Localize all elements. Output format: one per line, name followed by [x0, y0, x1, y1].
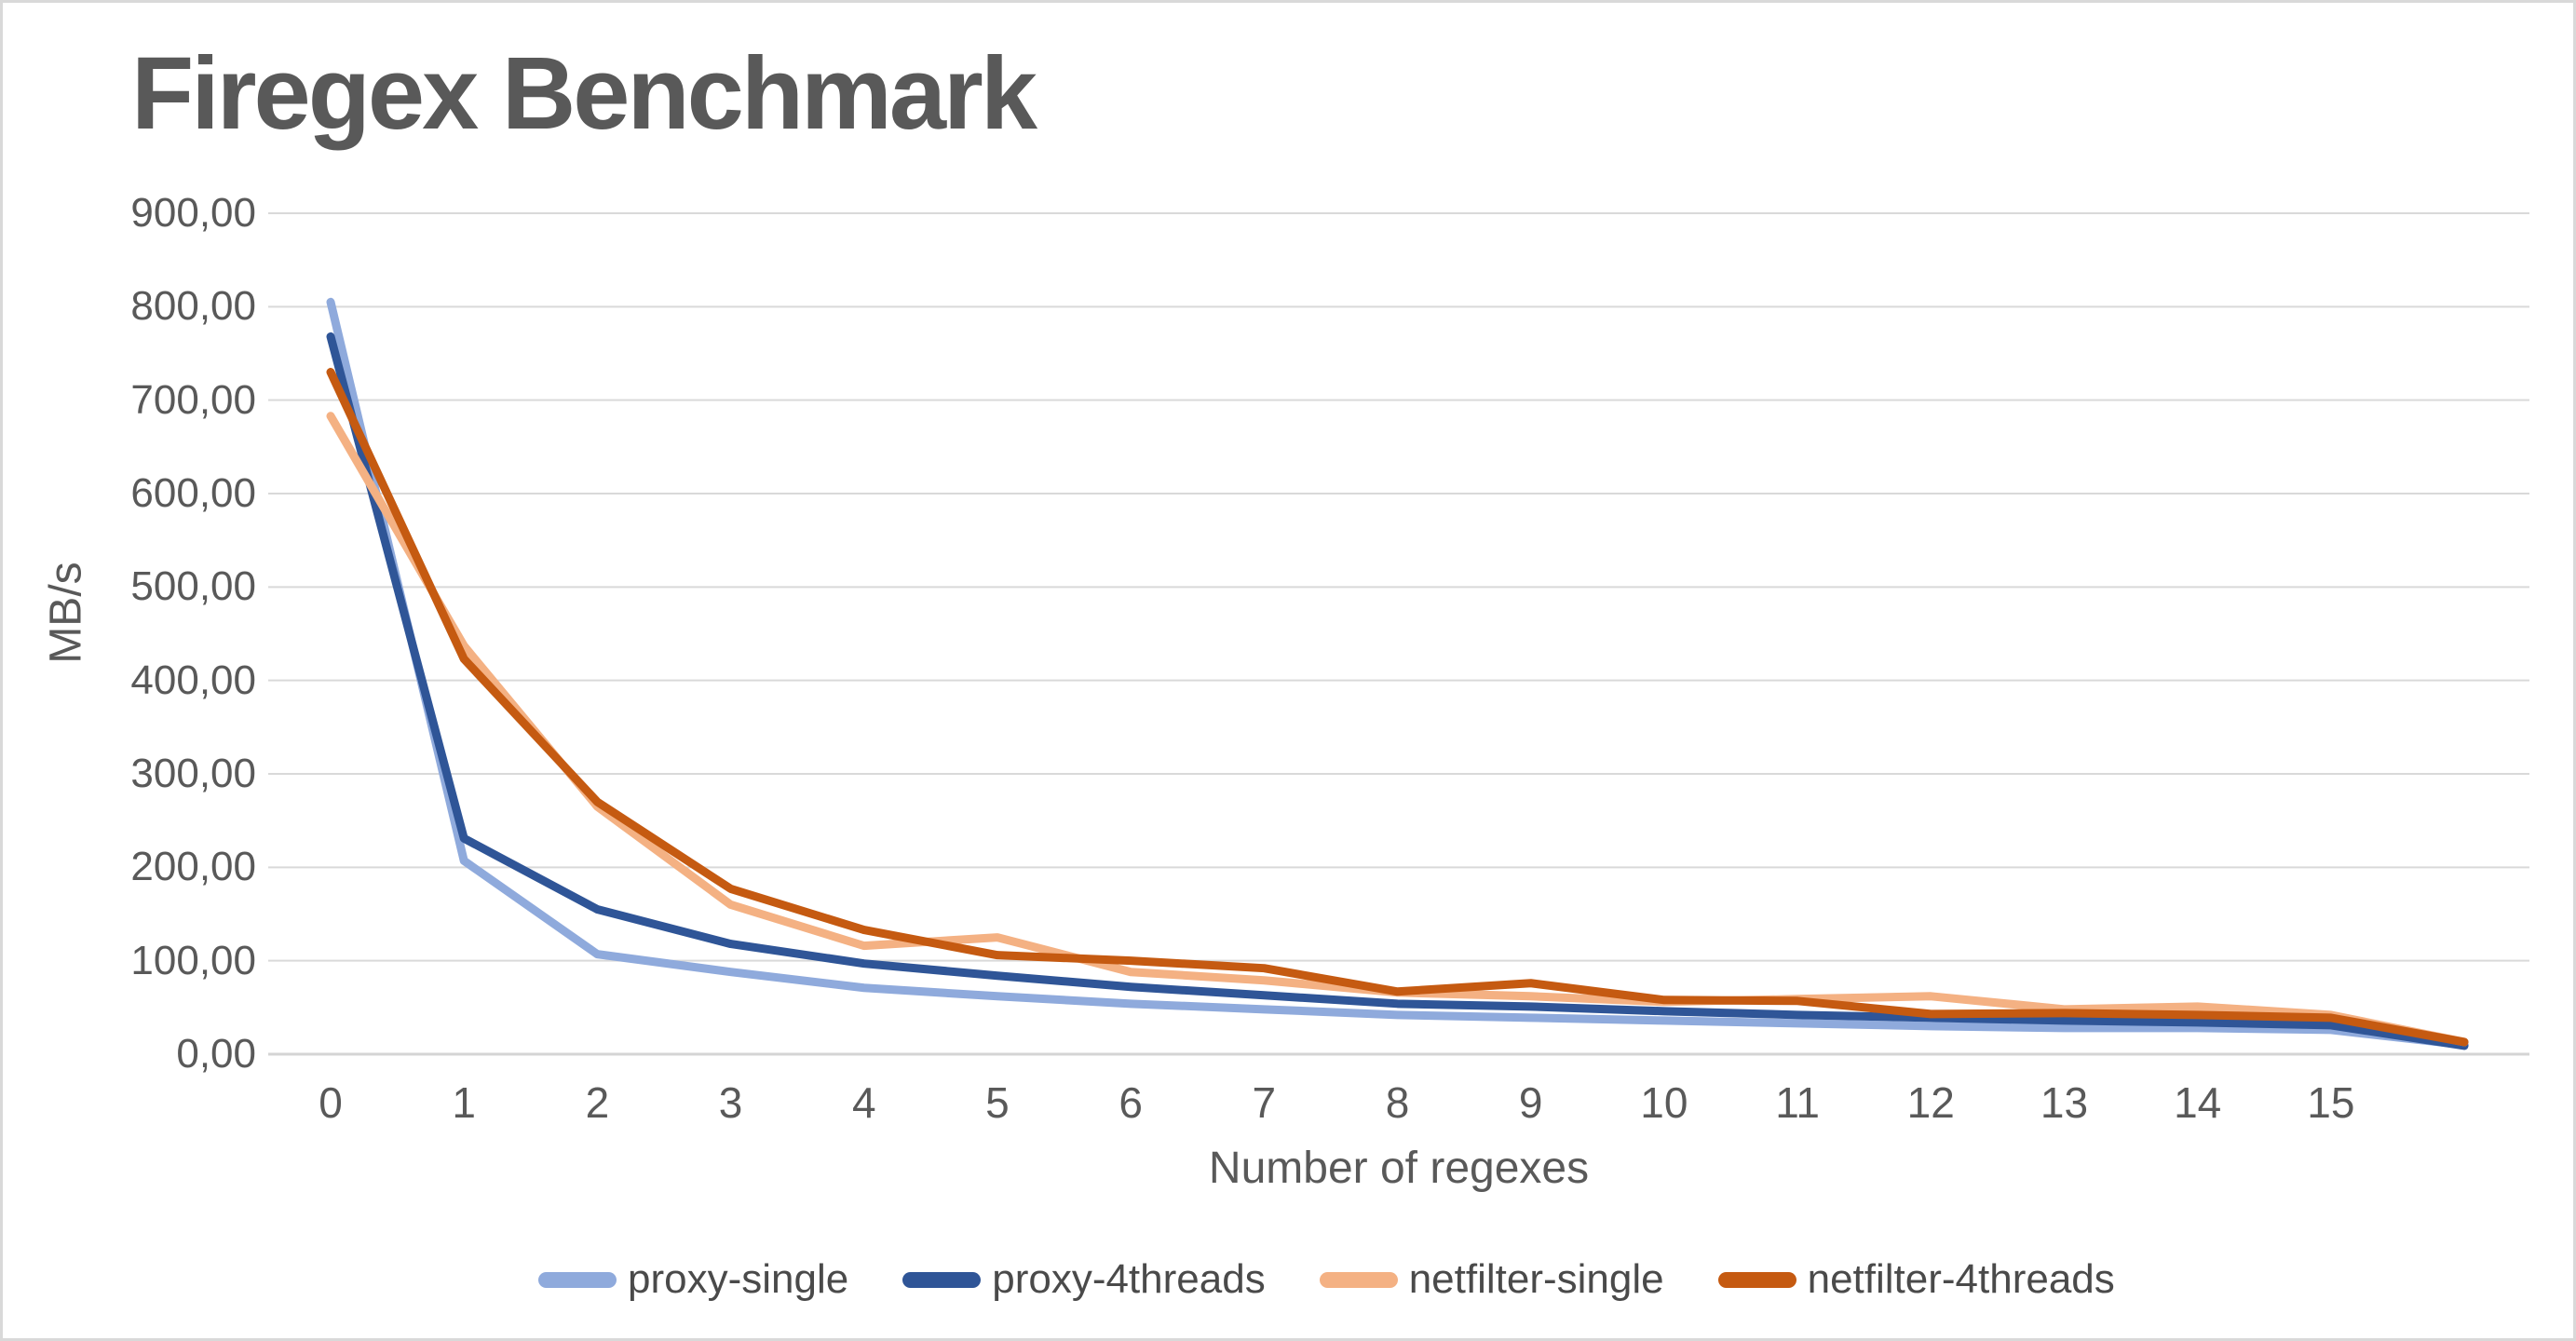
chart-legend: proxy-single proxy-4threads netfilter-sing…	[538, 1256, 2115, 1303]
y-tick-label: 500,00	[130, 563, 256, 610]
x-tick-label: 15	[2307, 1078, 2355, 1127]
legend-label: netfilter-single	[1408, 1256, 1664, 1302]
series-line-proxy-4threads	[326, 332, 2469, 1050]
x-tick-label: 13	[2040, 1078, 2089, 1127]
x-tick-label: 8	[1385, 1078, 1410, 1127]
y-tick-label: 900,00	[130, 190, 256, 236]
legend-swatch	[538, 1271, 617, 1288]
series-line-netfilter-single	[326, 412, 2469, 1047]
series-line-netfilter-4threads	[326, 368, 2469, 1047]
x-tick-label: 3	[718, 1078, 743, 1127]
legend-item-proxy-4threads: proxy-4threads	[902, 1256, 1266, 1303]
x-tick-label: 2	[585, 1078, 610, 1127]
x-tick-label: 7	[1252, 1078, 1277, 1127]
y-tick-label: 100,00	[130, 937, 256, 983]
y-tick-label: 600,00	[130, 470, 256, 516]
legend-swatch	[902, 1271, 982, 1288]
y-tick-label: 400,00	[130, 657, 256, 703]
x-tick-label: 0	[319, 1078, 343, 1127]
chart-title: Firegex Benchmark	[131, 36, 1037, 151]
x-tick-label: 14	[2174, 1078, 2222, 1127]
x-tick-label: 12	[1906, 1078, 1955, 1127]
legend-item-proxy-single: proxy-single	[538, 1256, 848, 1303]
x-tick-label: 5	[985, 1078, 1010, 1127]
x-tick-label: 4	[851, 1078, 876, 1127]
legend-label: netfilter-4threads	[1807, 1256, 2115, 1302]
y-tick-label: 200,00	[130, 844, 256, 890]
y-tick-label: 800,00	[130, 283, 256, 330]
x-tick-label: 11	[1775, 1078, 1820, 1127]
x-tick-label: 9	[1518, 1078, 1543, 1127]
legend-item-netfilter-4threads: netfilter-4threads	[1717, 1256, 2115, 1303]
legend-label: proxy-4threads	[992, 1256, 1266, 1302]
x-axis-title: Number of regexes	[1208, 1144, 1590, 1193]
x-tick-label: 10	[1640, 1078, 1688, 1127]
legend-label: proxy-single	[628, 1256, 849, 1302]
y-tick-label: 700,00	[130, 376, 256, 423]
legend-swatch	[1717, 1271, 1796, 1288]
x-tick-label: 6	[1119, 1078, 1143, 1127]
x-tick-label: 1	[452, 1078, 476, 1127]
legend-swatch	[1319, 1271, 1398, 1288]
y-tick-label: 0,00	[176, 1031, 256, 1077]
line-chart-plot	[268, 212, 2529, 1056]
y-tick-label: 300,00	[130, 751, 256, 796]
legend-item-netfilter-single: netfilter-single	[1319, 1256, 1664, 1303]
series-line-proxy-single	[326, 297, 2469, 1050]
y-axis-title: MB/s	[41, 562, 91, 664]
